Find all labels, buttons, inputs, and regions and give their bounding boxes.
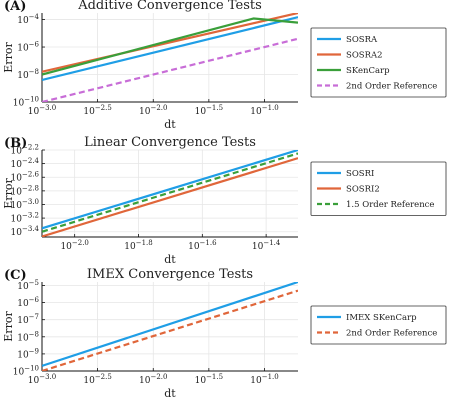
- legend-label-3: SKenCarp: [346, 66, 390, 76]
- x-tick-label: 10−2.5: [83, 373, 111, 386]
- chart-panel-1: 10−3.0 10−2.5 10−2.0 10−1.5 10−1.0 10−10 10−8 1…: [2, 0, 447, 131]
- legend-box: [310, 161, 447, 216]
- panel-label: (A): [4, 0, 26, 14]
- y-tick-label: 10−5: [17, 279, 39, 292]
- series-line-1: [42, 150, 298, 230]
- y-tick-label: 10−2.6: [11, 171, 40, 184]
- x-tick-label: 10−1.5: [195, 373, 223, 386]
- x-axis-label: dt: [164, 253, 176, 266]
- x-tick-label: 10−1.6: [188, 239, 217, 252]
- chart-title: Additive Convergence Tests: [77, 0, 262, 13]
- y-tick-label: 10−3.4: [11, 225, 40, 238]
- series-line-2: [42, 157, 298, 237]
- x-tick-label: 10−1.0: [250, 373, 278, 386]
- legend-label-4: 2nd Order Reference: [346, 82, 437, 92]
- legend-box: [310, 27, 447, 98]
- series-group: [42, 13, 298, 102]
- legend-label-2: SOSRI2: [346, 185, 380, 195]
- y-tick-label: 10−2.4: [11, 157, 40, 170]
- x-tick-label: 10−2.0: [139, 104, 167, 117]
- chart-panel-2: 10−2.0 10−1.8 10−1.6 10−1.4 10−3.410−3.210−3…: [2, 135, 447, 266]
- legend-label-2: SOSRA2: [346, 51, 383, 61]
- x-tick-label: 10−3.0: [28, 104, 56, 117]
- y-tick-label: 10−8: [17, 330, 39, 343]
- y-tick-label: 10−9: [17, 347, 39, 360]
- legend: SOSRA SOSRA2 SKenCarp 2nd Order Reference: [310, 27, 447, 98]
- legend-label-2: 2nd Order Reference: [346, 329, 437, 339]
- series-line-1: [42, 16, 298, 82]
- x-tick-label: 10−1.4: [252, 239, 281, 252]
- y-axis-label: Error: [2, 178, 15, 209]
- x-axis-label: dt: [164, 387, 176, 400]
- y-tick-label: 10−8: [17, 68, 39, 81]
- series-line-2: [42, 13, 298, 73]
- x-tick-label: 10−3.0: [28, 373, 56, 386]
- legend-label-1: SOSRA: [346, 35, 378, 45]
- panel-label: (C): [4, 268, 27, 283]
- y-tick-label: 10−6: [17, 41, 39, 54]
- legend-label-1: IMEX SKenCarp: [346, 313, 417, 323]
- legend-box: [310, 305, 447, 345]
- series-line-1: [42, 282, 298, 367]
- legend-label-1: SOSRI: [346, 169, 374, 179]
- legend-label-3: 1.5 Order Reference: [346, 200, 434, 210]
- series-line-2: [42, 289, 298, 371]
- chart-panel-3: 10−3.0 10−2.5 10−2.0 10−1.5 10−1.0 10−10 10−9 1…: [2, 267, 447, 400]
- series-group: [42, 150, 298, 237]
- chart-title: Linear Convergence Tests: [84, 135, 256, 150]
- x-axis-label: dt: [164, 118, 176, 131]
- y-tick-label: 10−10: [13, 96, 39, 109]
- chart-title: IMEX Convergence Tests: [87, 267, 253, 282]
- y-axis-label: Error: [2, 42, 15, 73]
- y-tick-label: 10−6: [17, 296, 39, 309]
- y-tick-label: 10−7: [17, 313, 39, 326]
- legend: IMEX SKenCarp 2nd Order Reference: [310, 305, 447, 345]
- panel-label: (B): [4, 136, 27, 151]
- x-tick-label: 10−1.0: [250, 104, 278, 117]
- series-line-3: [42, 152, 298, 233]
- y-tick-label: 10−10: [13, 365, 39, 378]
- x-tick-label: 10−1.8: [124, 239, 152, 252]
- x-tick-label: 10−1.5: [195, 104, 223, 117]
- x-tick-label: 10−2.0: [139, 373, 167, 386]
- series-line-4: [42, 37, 298, 102]
- y-tick-label: 10−2.2: [11, 144, 39, 157]
- legend: SOSRI SOSRI2 1.5 Order Reference: [310, 161, 447, 216]
- x-tick-label: 10−2.0: [60, 239, 88, 252]
- series-group: [42, 282, 298, 371]
- y-tick-label: 10−2.8: [11, 184, 39, 197]
- y-tick-label: 10−3.0: [11, 198, 39, 211]
- y-tick-label: 10−4: [17, 13, 39, 26]
- y-tick-label: 10−3.2: [11, 212, 39, 225]
- x-tick-label: 10−2.5: [83, 104, 111, 117]
- y-axis-label: Error: [2, 311, 15, 342]
- series-line-3: [42, 17, 298, 76]
